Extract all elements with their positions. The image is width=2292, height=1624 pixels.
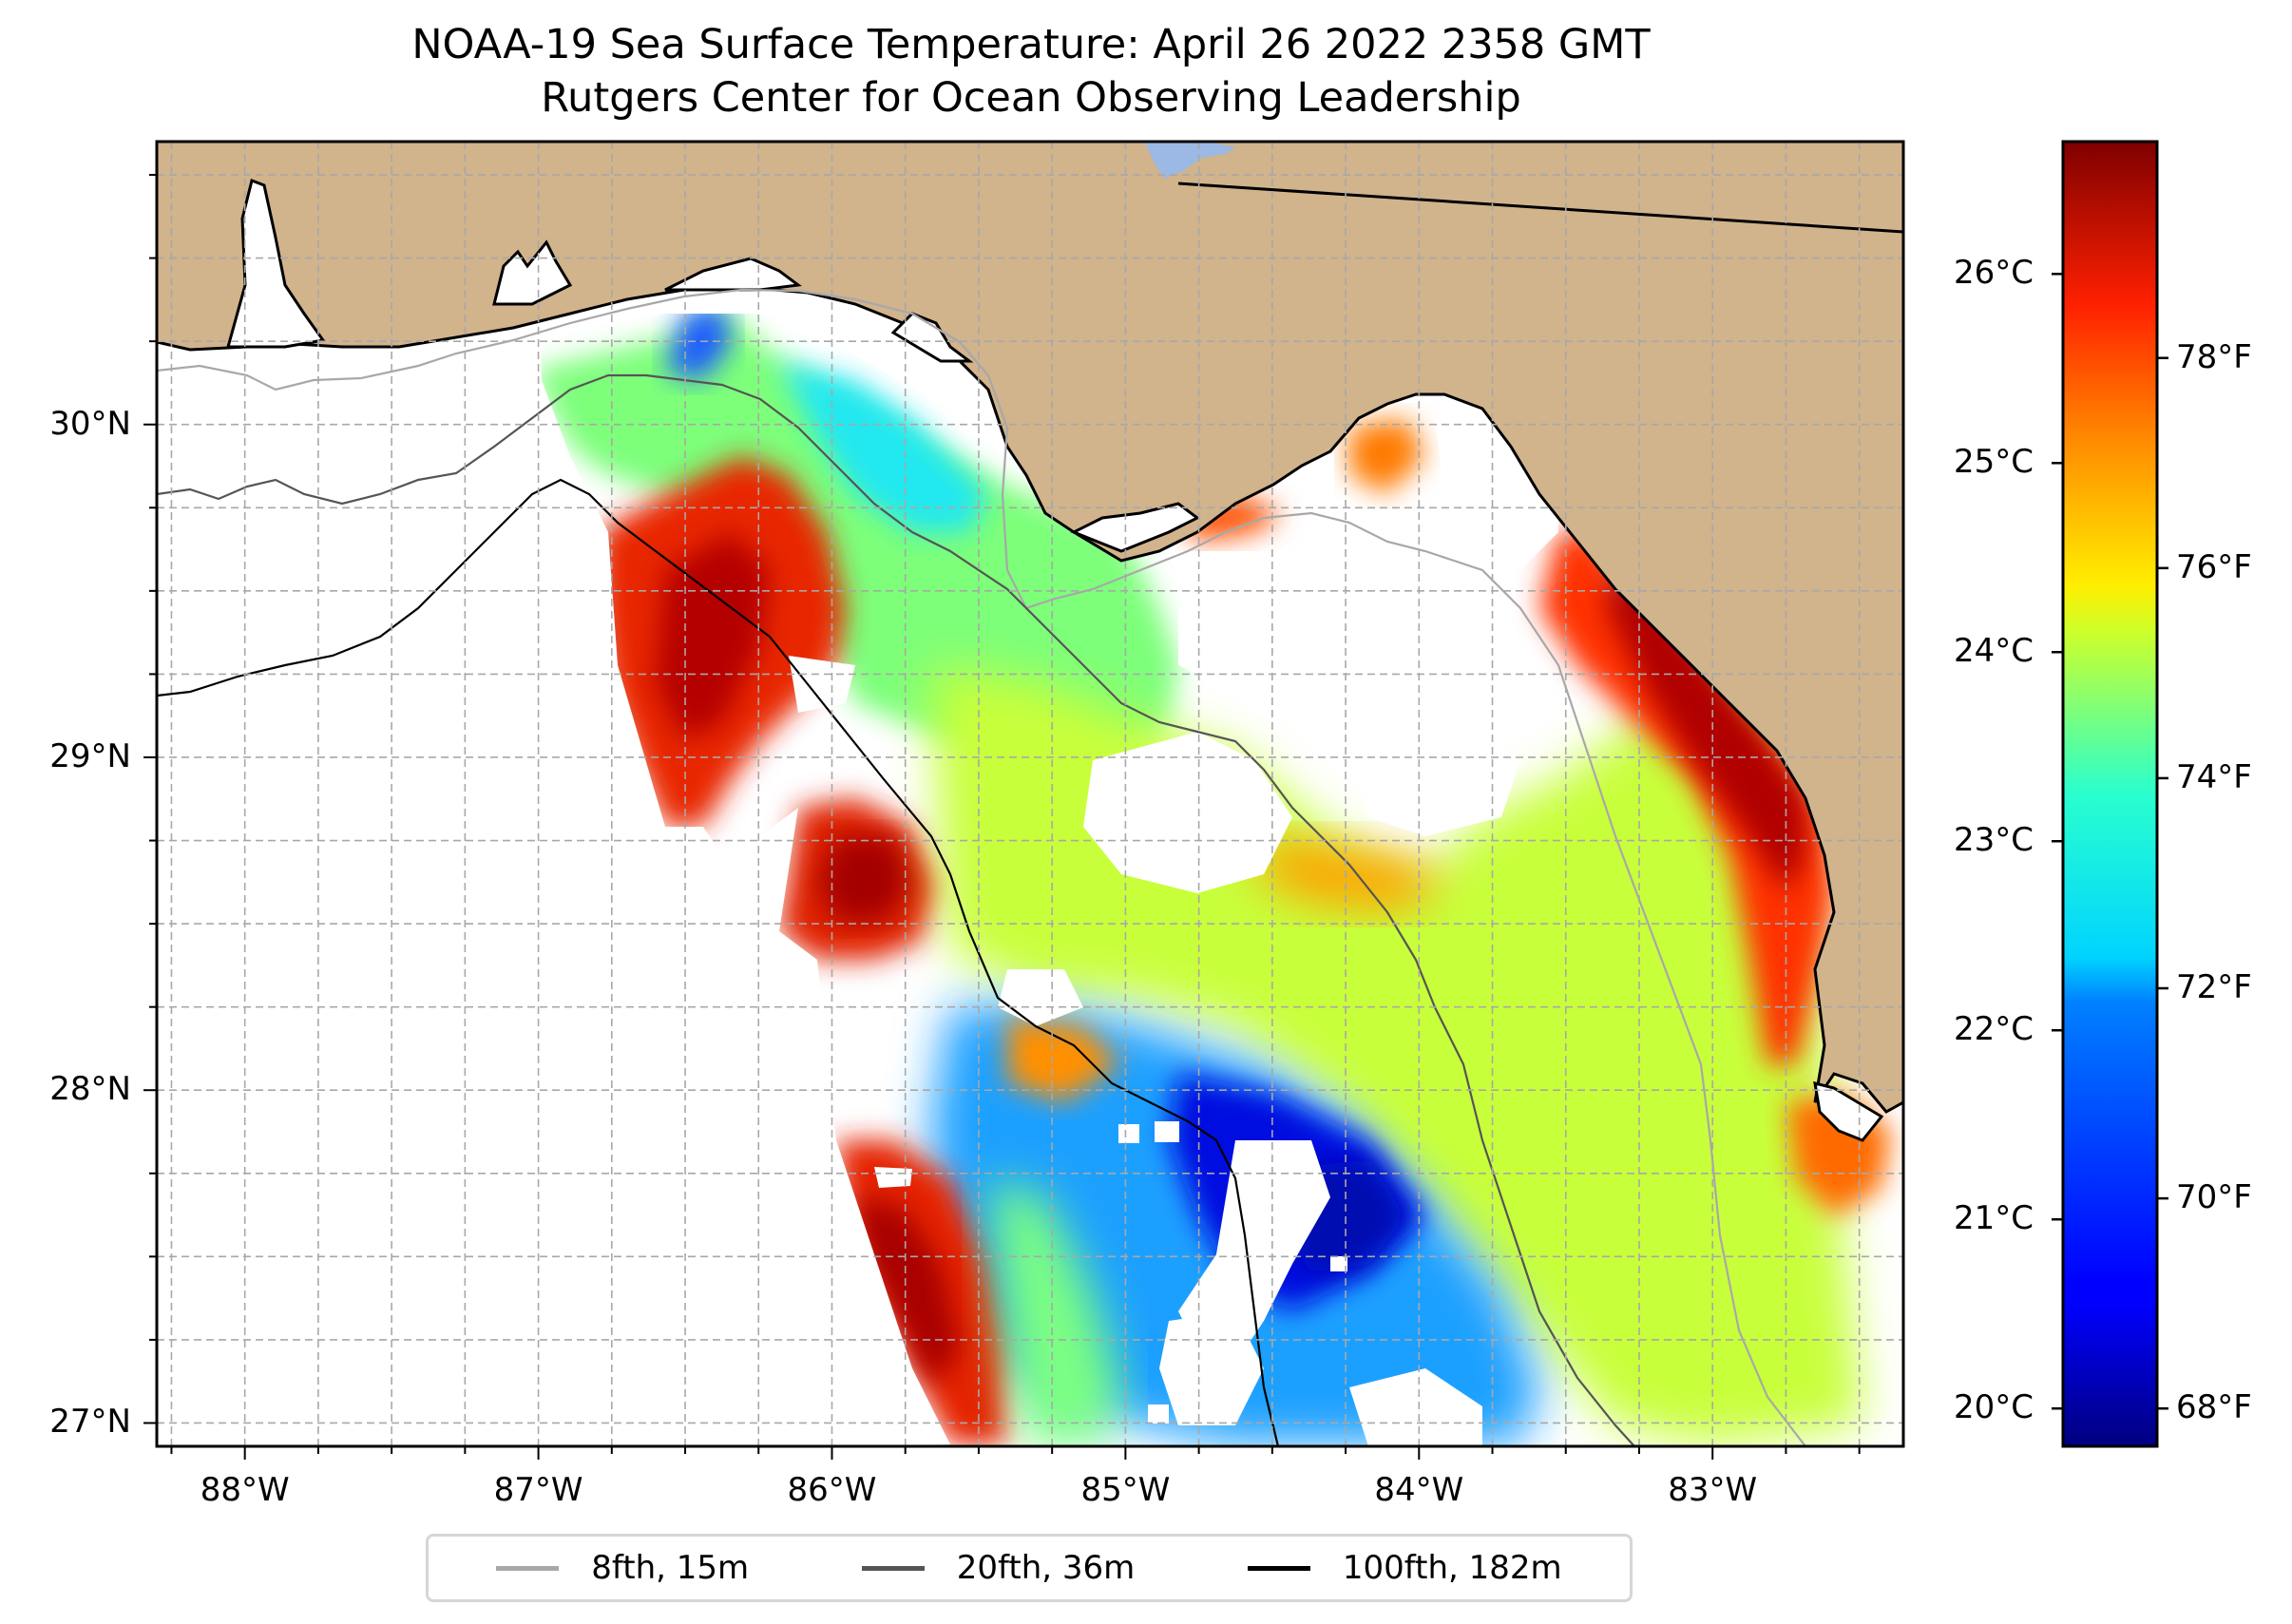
legend-item-20fth: 20fth, 36m — [861, 1549, 1136, 1587]
legend-item-8fth: 8fth, 15m — [496, 1549, 749, 1587]
lon-tick-label: 87°W — [493, 1471, 583, 1509]
colorbar-celsius-label: 20°C — [1953, 1388, 2034, 1427]
sst-region-sw-green — [988, 1178, 1121, 1444]
sst-region-florida-warm-core — [1606, 551, 1805, 893]
chart-subtitle: Rutgers Center for Ocean Observing Leade… — [541, 74, 1521, 122]
land-mass-north — [157, 142, 1903, 1114]
pensacola-bay — [492, 239, 573, 306]
colorbar-celsius-label: 22°C — [1953, 1010, 2034, 1049]
sst-region-florida-warm-coast — [1539, 532, 1834, 1064]
axis-ticks — [143, 174, 1861, 1460]
gridlines — [157, 142, 1903, 1446]
colorbar-fahrenheit-label: 68°F — [2176, 1388, 2252, 1427]
legend: 8fth, 15m 20fth, 36m 100fth, 182m — [426, 1534, 1633, 1602]
colorbar-fahrenheit-label: 74°F — [2176, 757, 2252, 796]
lake — [1145, 143, 1235, 179]
contour-8fth — [157, 288, 1806, 1446]
lon-tick-label: 88°W — [200, 1471, 290, 1509]
lon-tick-label: 83°W — [1668, 1471, 1758, 1509]
colorbar-fahrenheit-label: 72°F — [2176, 968, 2252, 1006]
legend-swatch-100fth — [1247, 1565, 1310, 1571]
mobile-bay — [226, 178, 326, 349]
legend-swatch-8fth — [496, 1565, 560, 1571]
sst-region-big-bend-orange — [1349, 418, 1425, 494]
sst-region-blue-patch-north — [665, 304, 732, 380]
colorbar-celsius-label: 26°C — [1953, 254, 2034, 293]
lon-tick-label: 84°W — [1374, 1471, 1464, 1509]
lon-tick-label: 86°W — [787, 1471, 877, 1509]
colorbar-fahrenheit-label: 78°F — [2176, 337, 2252, 376]
legend-label-100fth: 100fth, 182m — [1342, 1549, 1562, 1587]
colorbar-celsius-label: 21°C — [1953, 1199, 2034, 1238]
lat-tick-label: 29°N — [49, 736, 131, 775]
lat-tick-label: 28°N — [49, 1070, 131, 1109]
sst-region-orange-streaks — [1254, 836, 1444, 912]
colorbar-fahrenheit-label: 76°F — [2176, 547, 2252, 586]
apalachicola-bay — [1070, 502, 1200, 553]
bathymetry-contours — [157, 288, 1806, 1446]
plot-area — [157, 142, 1903, 1446]
sst-region-orange-mid — [1007, 1017, 1121, 1102]
state-border — [1177, 182, 1903, 234]
contour-20fth — [157, 373, 1635, 1446]
sst-region-central-warm-core — [817, 836, 912, 922]
land — [157, 142, 1903, 1142]
colorbar-celsius-label: 25°C — [1953, 443, 2034, 482]
legend-swatch-20fth — [861, 1565, 925, 1571]
sst-region-western-warm-core — [656, 532, 770, 741]
lat-tick-label: 30°N — [49, 404, 131, 443]
contour-100fth — [157, 478, 1280, 1446]
legend-label-8fth: 8fth, 15m — [591, 1549, 750, 1587]
lat-tick-label: 27°N — [49, 1403, 131, 1442]
chart-title: NOAA-19 Sea Surface Temperature: April 2… — [411, 21, 1651, 68]
colorbar-ticks — [2052, 273, 2168, 1410]
colorbar — [2061, 140, 2159, 1448]
plot-frame — [155, 140, 1905, 1448]
colorbar-fahrenheit-label: 70°F — [2176, 1178, 2252, 1217]
sst-region-southwest-warm-core — [855, 1197, 960, 1387]
lon-tick-label: 85°W — [1080, 1471, 1171, 1509]
legend-item-100fth: 100fth, 182m — [1247, 1549, 1562, 1587]
sst-region-pensacola-shelf — [532, 304, 1178, 760]
colorbar-celsius-label: 24°C — [1953, 632, 2034, 671]
legend-label-20fth: 20fth, 36m — [956, 1549, 1136, 1587]
colorbar-celsius-label: 23°C — [1953, 821, 2034, 860]
sst-field — [532, 304, 1891, 1444]
